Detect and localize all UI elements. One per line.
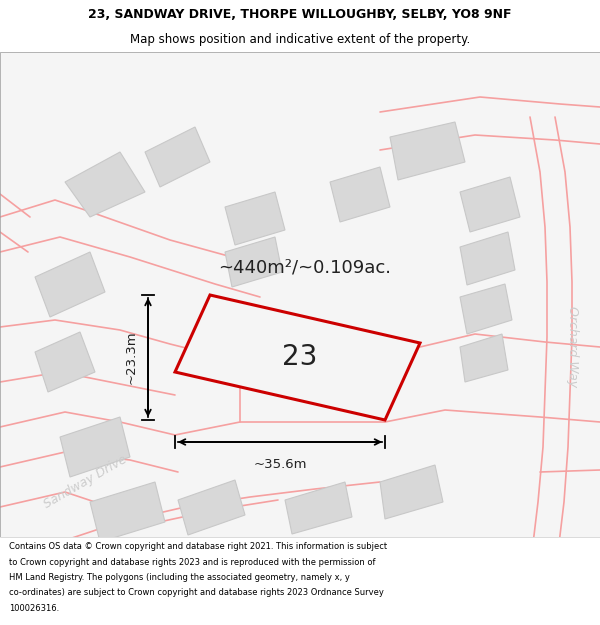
Polygon shape	[35, 252, 105, 317]
Text: 23, SANDWAY DRIVE, THORPE WILLOUGHBY, SELBY, YO8 9NF: 23, SANDWAY DRIVE, THORPE WILLOUGHBY, SE…	[88, 8, 512, 21]
Text: ~35.6m: ~35.6m	[253, 458, 307, 471]
Polygon shape	[175, 295, 420, 420]
Polygon shape	[60, 417, 130, 477]
Polygon shape	[145, 127, 210, 187]
Polygon shape	[390, 122, 465, 180]
Polygon shape	[460, 284, 512, 334]
Polygon shape	[285, 482, 352, 534]
Polygon shape	[225, 192, 285, 245]
Polygon shape	[225, 237, 282, 287]
Text: to Crown copyright and database rights 2023 and is reproduced with the permissio: to Crown copyright and database rights 2…	[9, 558, 376, 567]
Text: 100026316.: 100026316.	[9, 604, 59, 613]
Polygon shape	[90, 482, 165, 542]
Polygon shape	[460, 177, 520, 232]
Text: Orchard Way: Orchard Way	[566, 306, 578, 388]
Text: Map shows position and indicative extent of the property.: Map shows position and indicative extent…	[130, 33, 470, 46]
Polygon shape	[35, 332, 95, 392]
Polygon shape	[330, 167, 390, 222]
Polygon shape	[380, 465, 443, 519]
Text: ~23.3m: ~23.3m	[125, 331, 138, 384]
Polygon shape	[460, 334, 508, 382]
Text: 23: 23	[283, 343, 317, 371]
Text: Sandway Drive: Sandway Drive	[41, 453, 129, 511]
Text: ~440m²/~0.109ac.: ~440m²/~0.109ac.	[218, 258, 392, 276]
Polygon shape	[178, 480, 245, 535]
Text: HM Land Registry. The polygons (including the associated geometry, namely x, y: HM Land Registry. The polygons (includin…	[9, 573, 350, 582]
Polygon shape	[65, 152, 145, 217]
Text: co-ordinates) are subject to Crown copyright and database rights 2023 Ordnance S: co-ordinates) are subject to Crown copyr…	[9, 589, 384, 598]
Text: Contains OS data © Crown copyright and database right 2021. This information is : Contains OS data © Crown copyright and d…	[9, 542, 387, 551]
Polygon shape	[460, 232, 515, 285]
